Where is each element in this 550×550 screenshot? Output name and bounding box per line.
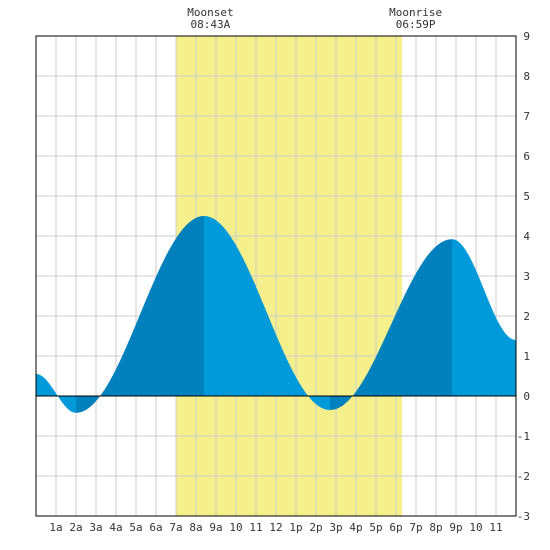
plot-border [35,35,517,517]
y-tick-label: 4 [523,230,530,243]
x-tick-label: 5p [369,521,382,534]
x-tick-label: 2p [309,521,322,534]
x-tick-label: 3p [329,521,342,534]
x-tick-label: 9a [209,521,222,534]
y-tick-label: 1 [523,350,530,363]
y-tick-label: -2 [517,470,530,483]
tide-areas [36,216,516,413]
falling-tide-area [452,239,516,396]
x-tick-label: 6p [389,521,402,534]
rising-tide-area [76,216,204,413]
y-tick-label: 2 [523,310,530,323]
x-tick-label: 11 [489,521,502,534]
falling-tide-area [204,216,330,410]
x-tick-label: 10 [229,521,242,534]
x-tick-label: 7p [409,521,422,534]
x-tick-label: 1a [49,521,62,534]
rising-tide-area [330,239,452,410]
x-tick-label: 5a [129,521,142,534]
falling-tide-area [36,374,76,413]
x-tick-label: 9p [449,521,462,534]
y-tick-label: 3 [523,270,530,283]
x-tick-labels: 1a 2a 3a 4a 5a 6a 7a 8a 9a 10 11 12 1p 2p 3p 4p 5p 6p 7p 8p… [49,521,502,534]
x-tick-label: 4p [349,521,362,534]
moon-event-time: 06:59P [396,18,436,31]
y-tick-label: 7 [523,110,530,123]
y-tick-label: 5 [523,190,530,203]
x-tick-label: 6a [149,521,162,534]
y-tick-label: 6 [523,150,530,163]
x-tick-label: 2a [69,521,82,534]
x-tick-label: 1p [289,521,302,534]
x-tick-label: 7a [169,521,182,534]
x-tick-label: 11 [249,521,262,534]
x-tick-label: 8a [189,521,202,534]
y-tick-label: -1 [517,430,530,443]
y-tick-label: 0 [523,390,530,403]
y-tick-label: 8 [523,70,530,83]
moon-event-name: Moonset [187,6,233,19]
x-tick-label: 10 [469,521,482,534]
y-tick-label: -3 [517,510,530,523]
y-tick-label: 9 [523,30,530,43]
x-tick-label: 8p [429,521,442,534]
y-tick-labels: -3 -2 -1 0 1 2 3 4 5 6 7 8 9 [517,30,531,523]
x-tick-label: 12 [269,521,282,534]
x-tick-label: 3a [89,521,102,534]
moon-event-time: 08:43A [191,18,231,31]
x-tick-label: 4a [109,521,122,534]
moon-event-name: Moonrise [389,6,442,19]
